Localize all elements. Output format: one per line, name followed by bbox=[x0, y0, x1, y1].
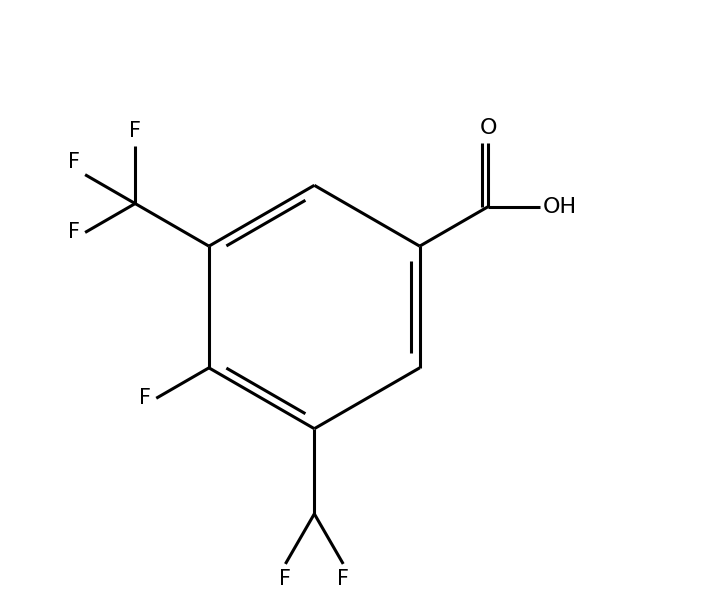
Text: F: F bbox=[139, 388, 152, 408]
Text: F: F bbox=[337, 569, 349, 589]
Text: F: F bbox=[68, 222, 81, 243]
Text: O: O bbox=[479, 118, 497, 138]
Text: OH: OH bbox=[543, 196, 577, 217]
Text: F: F bbox=[129, 121, 141, 141]
Text: F: F bbox=[68, 152, 81, 172]
Text: F: F bbox=[280, 569, 291, 589]
